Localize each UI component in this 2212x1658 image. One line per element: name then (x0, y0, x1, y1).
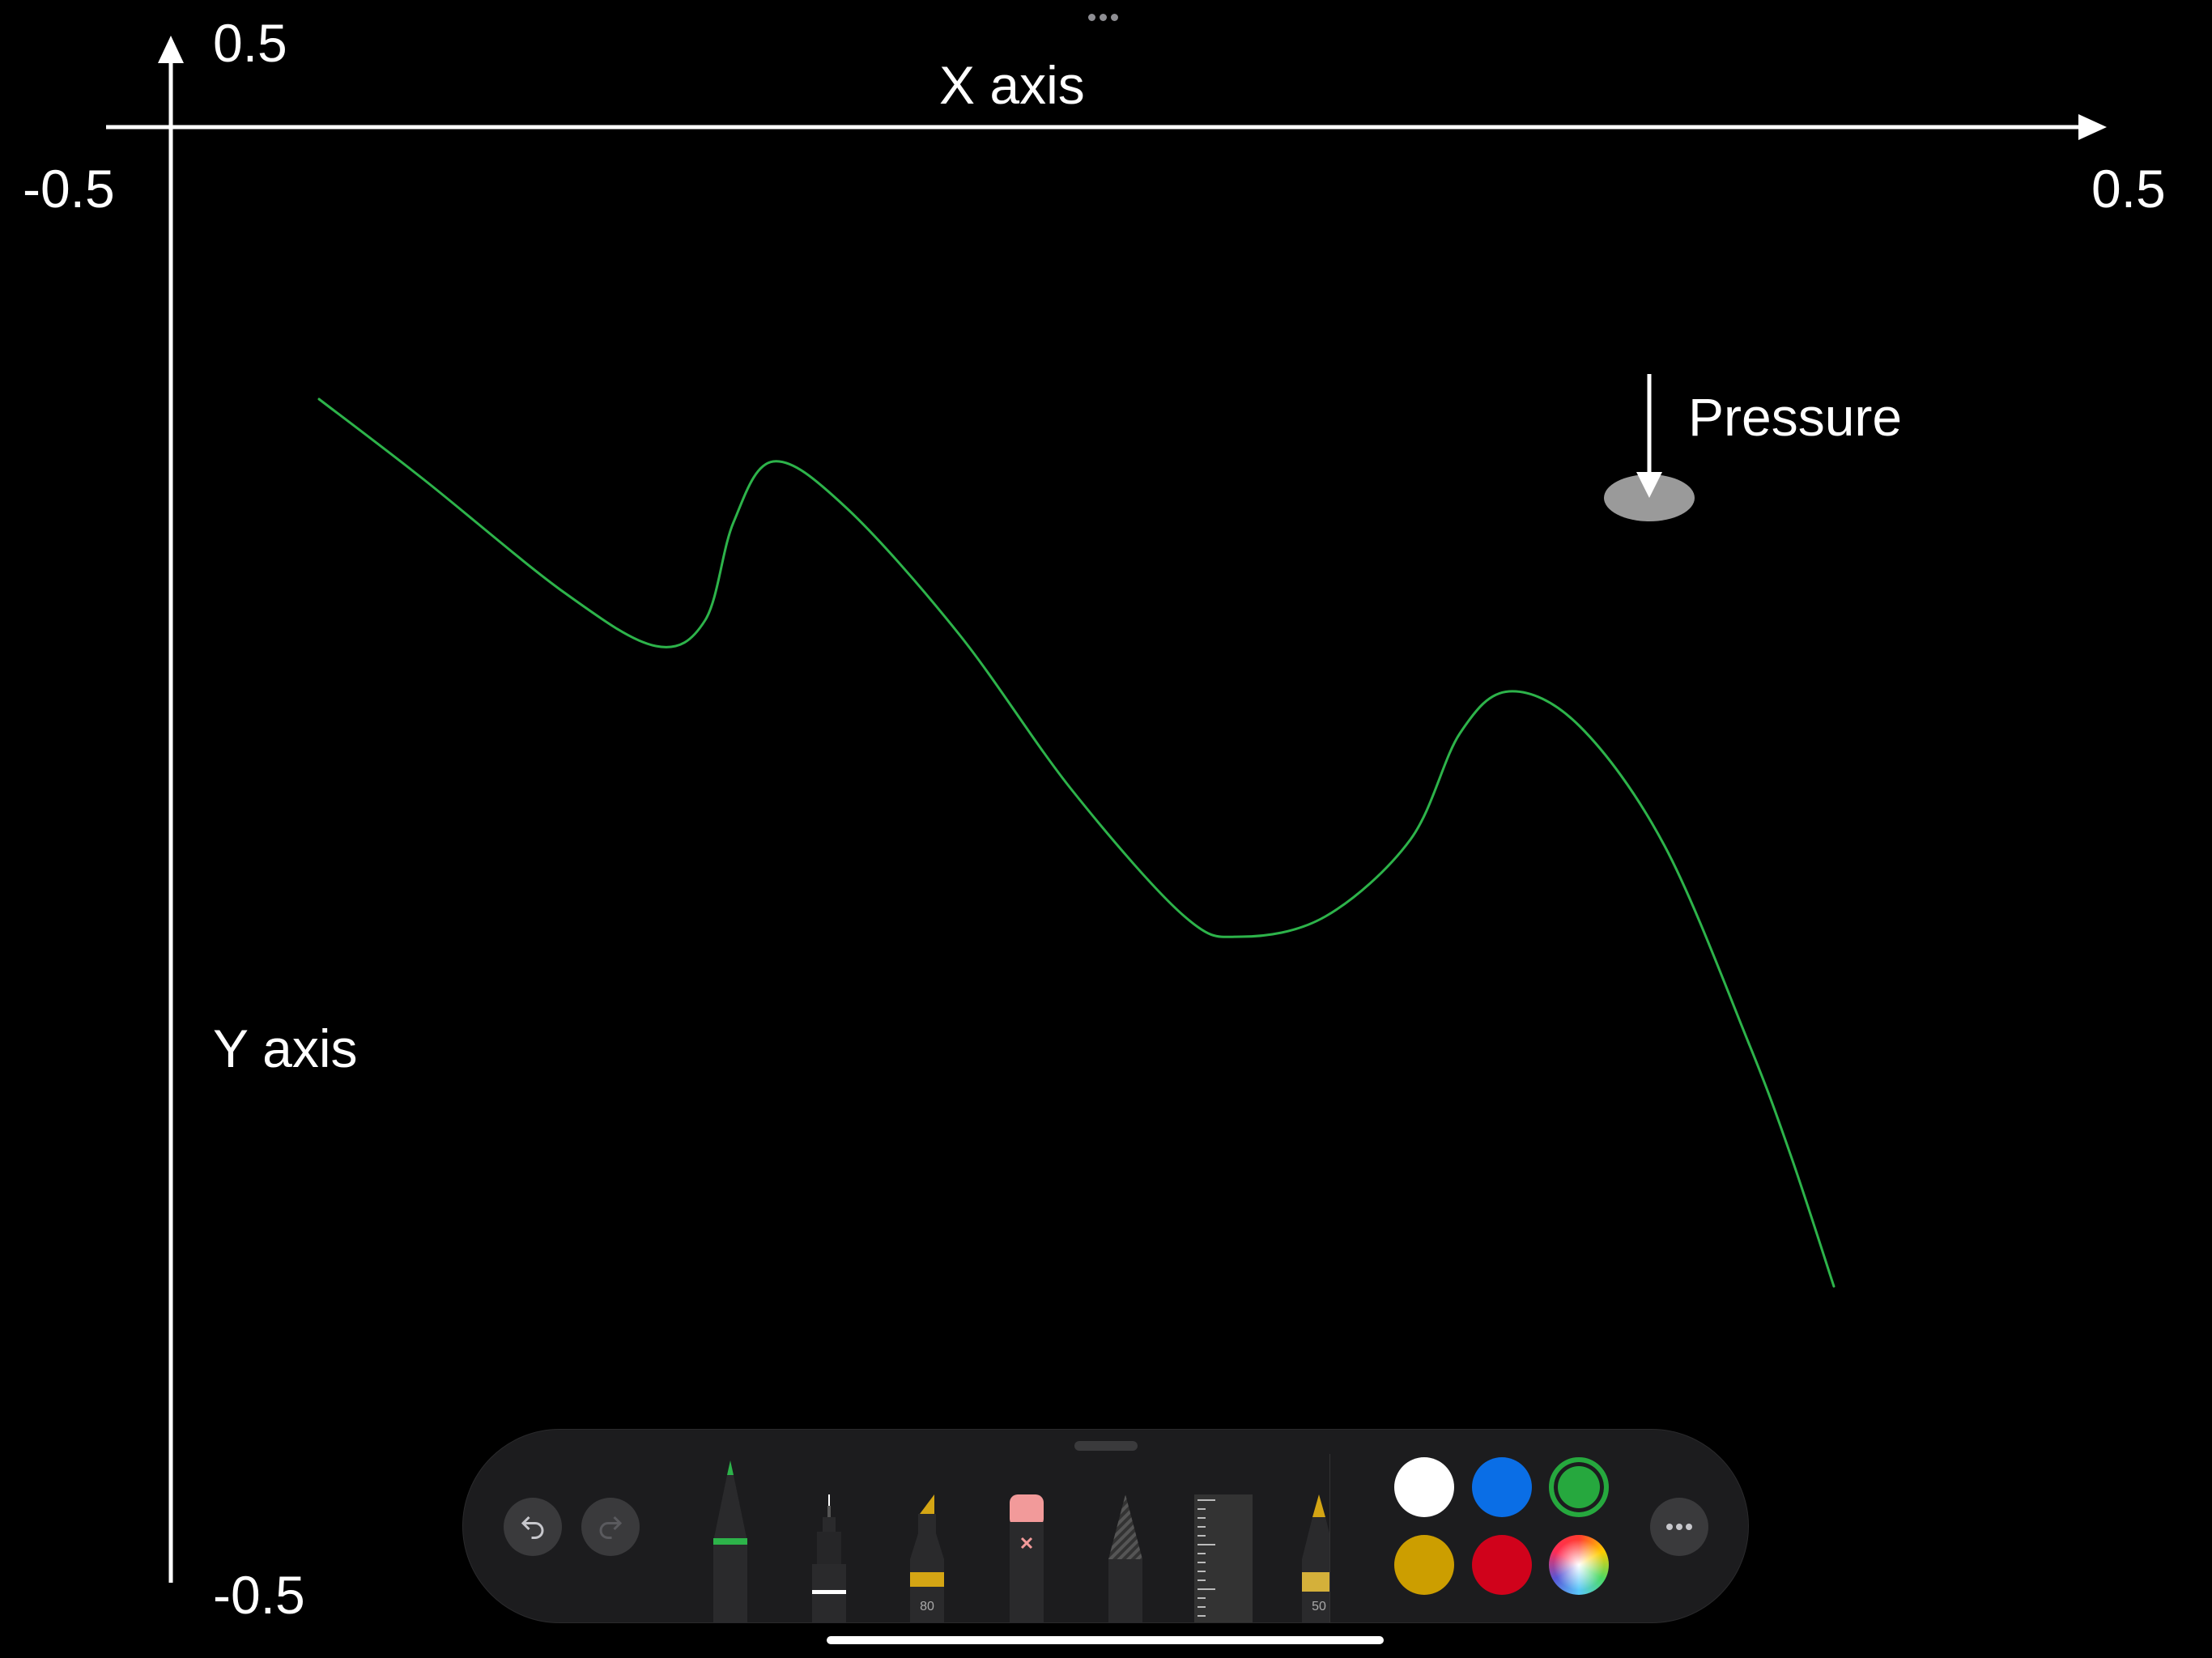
ruler-tick (1197, 1597, 1206, 1599)
ruler-tick (1197, 1553, 1206, 1554)
ruler-icon (1197, 1499, 1215, 1617)
tool-marker[interactable]: 80 (910, 1494, 944, 1622)
tool-fineliner[interactable] (812, 1494, 846, 1622)
ruler-tick (1197, 1499, 1215, 1501)
palette-grabber[interactable] (1074, 1441, 1138, 1451)
ruler-tick (1197, 1562, 1206, 1563)
ruler-tick (1197, 1571, 1206, 1572)
marker-icon (910, 1494, 944, 1622)
redo-arrow-icon (599, 1516, 623, 1539)
ruler-tick (1197, 1579, 1206, 1581)
marker-size-label: 80 (920, 1600, 934, 1613)
y-max-label: 0.5 (213, 13, 287, 73)
eraser-icon (1010, 1494, 1044, 1622)
palette-divider (1329, 1454, 1330, 1622)
color-wheel-picker[interactable] (1549, 1535, 1609, 1595)
pressure-indicator (1604, 374, 1695, 521)
color-red[interactable] (1472, 1535, 1532, 1595)
ruler-tick (1197, 1508, 1206, 1510)
ellipsis-icon (1666, 1524, 1692, 1530)
color-yellow[interactable] (1394, 1535, 1454, 1595)
pen-icon (713, 1460, 747, 1622)
redo-button[interactable] (581, 1498, 640, 1556)
tool-ruler[interactable] (1194, 1494, 1253, 1622)
undo-button[interactable] (504, 1498, 562, 1556)
y-axis-arrowhead-icon (158, 36, 184, 63)
y-axis (158, 36, 184, 1583)
home-indicator[interactable] (827, 1636, 1384, 1644)
tool-pen[interactable] (713, 1460, 747, 1622)
ruler-tick (1197, 1526, 1206, 1528)
ruler-tick (1197, 1517, 1206, 1519)
fineliner-icon (812, 1494, 846, 1622)
pencil-icon (1108, 1494, 1142, 1622)
tool-eraser[interactable] (1010, 1494, 1044, 1622)
x-axis (106, 114, 2107, 140)
x-max-label: 0.5 (2091, 159, 2166, 219)
green-ink-stroke (317, 397, 1836, 1288)
multitasking-dots-icon[interactable] (1088, 14, 1118, 21)
color-blue[interactable] (1472, 1457, 1532, 1517)
pressure-arrow-icon (1636, 472, 1662, 498)
ruler-tick (1197, 1544, 1215, 1545)
y-axis-label: Y axis (213, 1018, 358, 1078)
x-min-label: -0.5 (23, 159, 115, 219)
ruler-tick (1197, 1615, 1206, 1617)
watercolor-size-label: 50 (1312, 1600, 1326, 1613)
color-green-selected[interactable] (1549, 1457, 1609, 1517)
pressure-label: Pressure (1688, 387, 1903, 447)
color-white[interactable] (1394, 1457, 1454, 1517)
ruler-tick (1197, 1535, 1206, 1537)
tool-watercolor[interactable]: 50 (1302, 1494, 1329, 1622)
ruler-tick (1197, 1588, 1215, 1590)
more-options-button[interactable] (1650, 1498, 1708, 1556)
x-axis-arrowhead-icon (2078, 114, 2107, 140)
ruler-tick (1197, 1606, 1206, 1608)
y-min-label: -0.5 (213, 1565, 305, 1625)
undo-arrow-icon (521, 1516, 544, 1539)
watercolor-brush-icon (1302, 1494, 1329, 1622)
tool-pencil[interactable] (1108, 1494, 1142, 1622)
tool-palette: 80 5 (462, 1429, 1749, 1623)
x-axis-label: X axis (939, 55, 1085, 115)
